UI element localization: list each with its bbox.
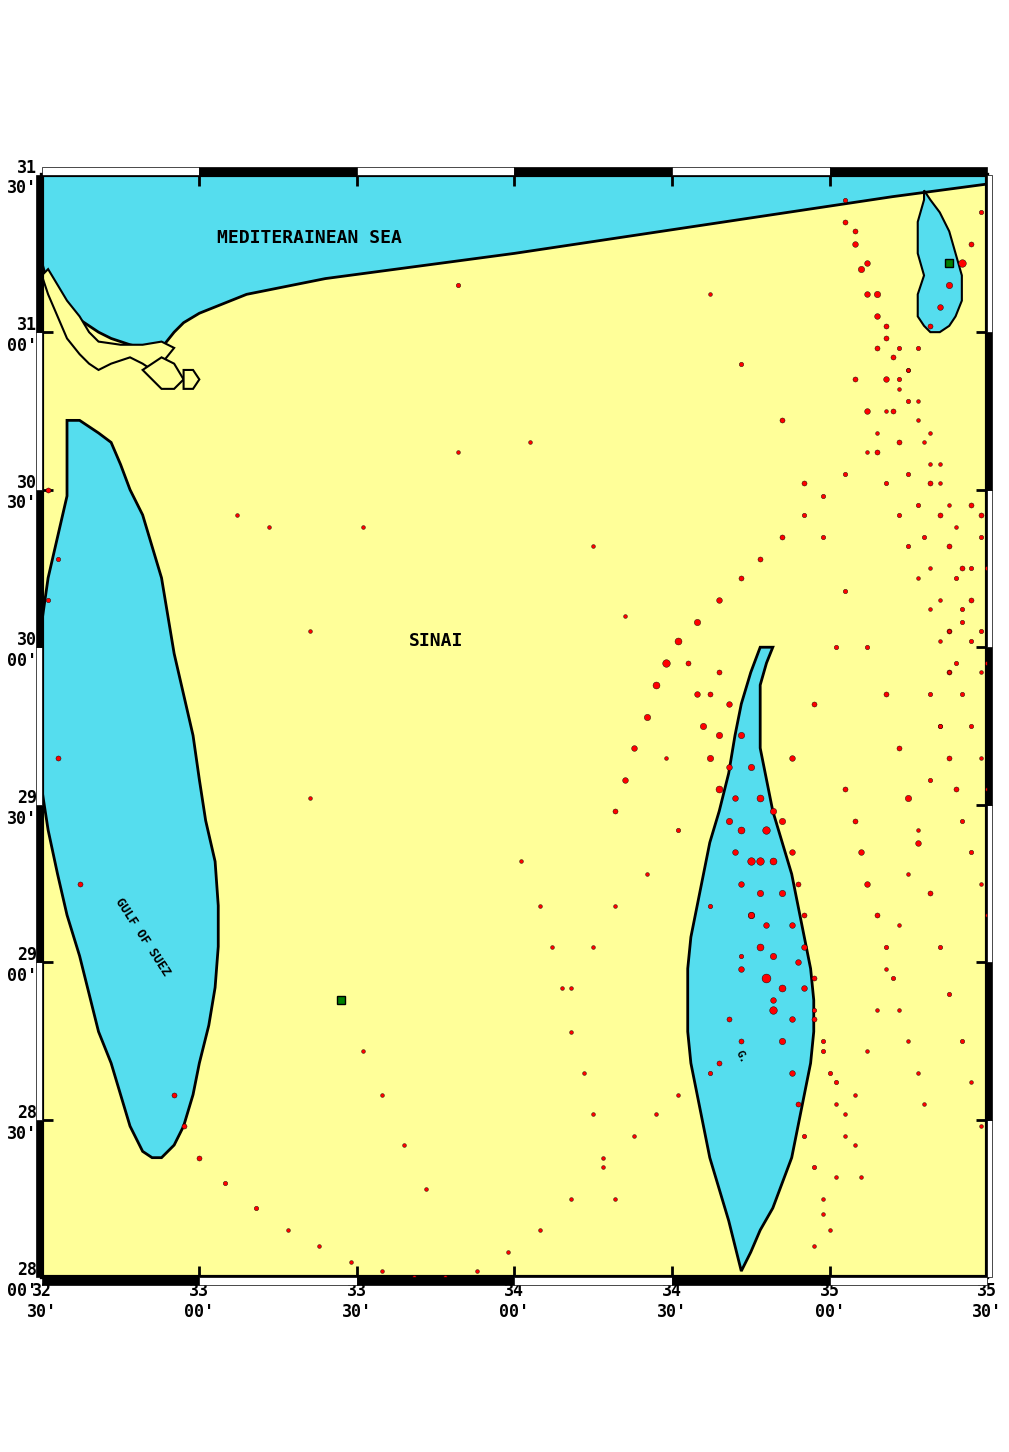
Polygon shape (918, 190, 962, 333)
Text: MEDITERAINEAN SEA: MEDITERAINEAN SEA (217, 228, 402, 247)
Bar (515, 167, 672, 174)
Polygon shape (41, 174, 987, 354)
Bar (41, 1278, 200, 1285)
Bar (200, 167, 357, 174)
Bar (515, 1278, 672, 1285)
Bar (200, 1278, 357, 1285)
Bar (41, 167, 200, 174)
Bar (357, 167, 515, 174)
Bar (36, 333, 41, 489)
Bar (829, 1278, 987, 1285)
Bar (987, 963, 993, 1119)
Text: GULF OF SUEZ: GULF OF SUEZ (113, 896, 173, 979)
Polygon shape (41, 269, 175, 370)
Text: SINAI: SINAI (409, 632, 463, 650)
Bar (36, 174, 41, 333)
Polygon shape (32, 421, 218, 1157)
Bar (987, 648, 993, 804)
Bar (987, 333, 993, 489)
Bar (36, 489, 41, 648)
Polygon shape (142, 357, 184, 389)
Bar (987, 804, 993, 963)
Bar (672, 1278, 829, 1285)
Bar (987, 489, 993, 648)
Bar (36, 804, 41, 963)
Polygon shape (184, 370, 200, 389)
Polygon shape (688, 648, 814, 1270)
Bar (829, 167, 987, 174)
Bar (987, 1119, 993, 1278)
Bar (36, 648, 41, 804)
Bar (357, 1278, 515, 1285)
Bar (987, 174, 993, 333)
Text: G.: G. (734, 1048, 749, 1066)
Bar (36, 963, 41, 1119)
Bar (672, 167, 829, 174)
Bar (36, 1119, 41, 1278)
